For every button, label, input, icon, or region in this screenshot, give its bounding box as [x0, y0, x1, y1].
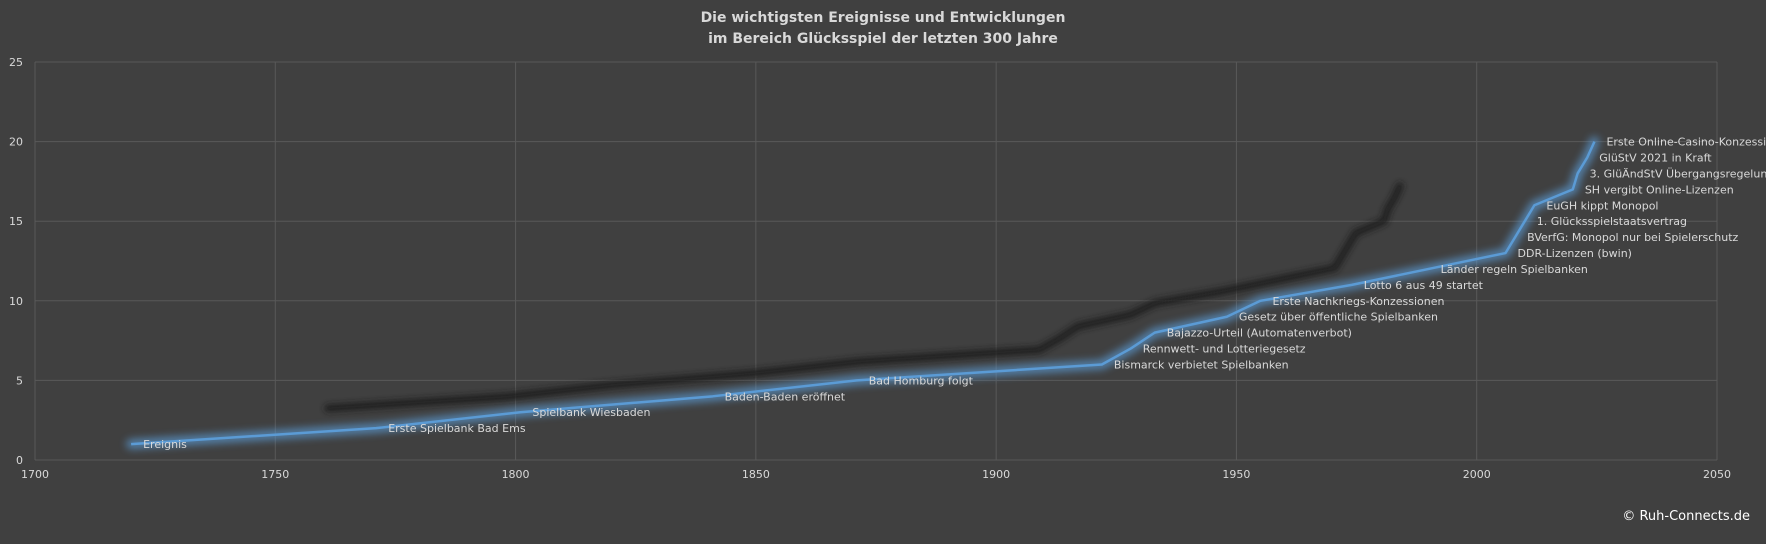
chart-title-line-2: im Bereich Glücksspiel der letzten 300 J… — [708, 31, 1058, 47]
data-label: SH vergibt Online-Lizenzen — [1585, 183, 1734, 196]
shadow-path — [324, 182, 1404, 413]
x-tick-label: 2050 — [1703, 468, 1731, 481]
x-tick-label: 1850 — [742, 468, 770, 481]
data-label: Bad Homburg folgt — [869, 374, 974, 387]
x-tick-label: 2000 — [1463, 468, 1491, 481]
data-label: Rennwett- und Lotteriegesetz — [1143, 343, 1306, 356]
y-tick-label: 25 — [9, 56, 23, 69]
axis-ticks: 0 5 10 15 20 25 1700 1750 1800 1850 1900 1950 2000 20… — [9, 56, 1731, 481]
data-label: Ereignis — [143, 438, 187, 451]
x-tick-label: 1700 — [21, 468, 49, 481]
x-tick-label: 1950 — [1222, 468, 1250, 481]
data-labels: Ereignis Erste Spielbank Bad Ems Spielbank… — [143, 136, 1766, 451]
x-tick-label: 1800 — [502, 468, 530, 481]
y-tick-label: 10 — [9, 295, 23, 308]
series-path — [131, 141, 1596, 446]
data-label: Erste Spielbank Bad Ems — [388, 422, 526, 435]
data-label: GlüStV 2021 in Kraft — [1599, 152, 1712, 165]
data-label: Bismarck verbietet Spielbanken — [1114, 358, 1289, 371]
y-tick-label: 0 — [16, 454, 23, 467]
chart-title-line-1: Die wichtigsten Ereignisse und Entwicklu… — [701, 10, 1066, 26]
data-label: BVerfG: Monopol nur bei Spielerschutz — [1527, 231, 1738, 244]
line-shadow — [324, 182, 1404, 413]
data-label: Länder regeln Spielbanken — [1441, 263, 1588, 276]
data-label: EuGH kippt Monopol — [1546, 199, 1658, 212]
data-label: 3. GlüÄndStV Übergangsregelung — [1590, 167, 1766, 180]
y-tick-label: 20 — [9, 136, 23, 149]
y-tick-label: 15 — [9, 215, 23, 228]
series-line — [126, 136, 1600, 450]
data-label: Erste Nachkriegs-Konzessionen — [1272, 295, 1444, 308]
data-label: DDR-Lizenzen (bwin) — [1518, 247, 1632, 260]
data-label: Spielbank Wiesbaden — [532, 406, 650, 419]
y-tick-label: 5 — [16, 374, 23, 387]
data-label: Baden-Baden eröffnet — [725, 390, 846, 403]
data-label: 1. Glücksspielstaatsvertrag — [1537, 215, 1687, 228]
data-label: Lotto 6 aus 49 startet — [1364, 279, 1484, 292]
data-label: Bajazzo-Urteil (Automatenverbot) — [1167, 327, 1352, 340]
x-tick-label: 1900 — [982, 468, 1010, 481]
x-tick-label: 1750 — [261, 468, 289, 481]
data-label: Erste Online-Casino-Konzessionen — [1606, 136, 1766, 149]
data-label: Gesetz über öffentliche Spielbanken — [1239, 311, 1438, 324]
line-glow — [126, 136, 1600, 450]
copyright: © Ruh-Connects.de — [1622, 509, 1750, 524]
